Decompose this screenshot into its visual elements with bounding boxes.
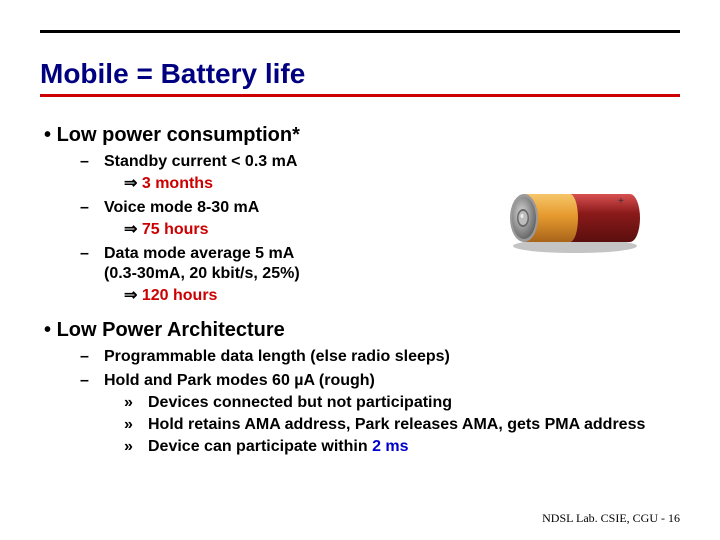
footer-page: 16 — [668, 511, 680, 525]
slide-title: Mobile = Battery life — [40, 58, 305, 90]
footer: NDSL Lab. CSIE, CGU - 16 — [542, 511, 680, 526]
section-heading: Low power consumption* — [40, 124, 680, 147]
footer-lab: NDSL Lab. CSIE, CGU — [542, 511, 658, 525]
list-item-continuation: (0.3-30mA, 20 kbit/s, 25%) — [80, 265, 680, 283]
battery-illustration: + — [490, 180, 650, 260]
slide-content: Low power consumption* Standby current <… — [40, 110, 680, 456]
list-item-result: ⇒ 120 hours — [80, 285, 680, 305]
list-item: Hold and Park modes 60 µA (rough) — [80, 372, 680, 390]
sub-list-item: »Devices connected but not participating — [80, 394, 680, 412]
sub-list-item: »Device can participate within 2 ms — [80, 438, 680, 456]
top-rule — [40, 30, 680, 33]
svg-text:+: + — [618, 196, 624, 207]
section-heading: Low Power Architecture — [40, 319, 680, 342]
list-item: Programmable data length (else radio sle… — [80, 348, 680, 366]
section-body: Programmable data length (else radio sle… — [40, 348, 680, 456]
sub-list-item: »Hold retains AMA address, Park releases… — [80, 416, 680, 434]
list-item: Standby current < 0.3 mA — [80, 153, 680, 171]
title-underline — [40, 94, 680, 97]
